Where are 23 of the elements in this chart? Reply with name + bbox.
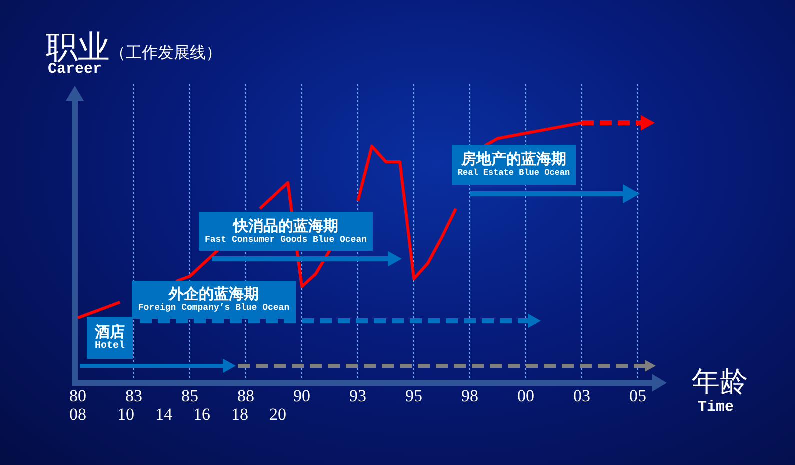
x-axis-title: 年龄 Time	[692, 367, 748, 416]
x-tick-label: 03	[574, 386, 590, 406]
text: 10	[116, 405, 136, 425]
x-tick-label: 00	[518, 386, 534, 406]
text: 14	[154, 405, 174, 425]
text: 20	[268, 405, 288, 425]
x-tick-label: 80	[70, 386, 86, 406]
x-tick-label: 90	[294, 386, 310, 406]
x-tick-label: 93	[350, 386, 366, 406]
x-tick-label: 88	[238, 386, 254, 406]
annotation: 酒店 Hotel	[94, 322, 125, 352]
text: 08	[68, 405, 88, 425]
x-tick-label: 98	[462, 386, 478, 406]
annotation: 快消品的蓝海期 Fast Consumer Goods Blue Ocean	[204, 216, 368, 246]
text: 16	[192, 405, 212, 425]
x-tick-label: 05	[630, 386, 646, 406]
x-tick-label: 95	[406, 386, 422, 406]
x-tick-label: 83	[126, 386, 142, 406]
annotation: 房地产的蓝海期 Real Estate Blue Ocean	[458, 150, 570, 178]
text: 18	[230, 405, 250, 425]
chart-subtitle: （工作发展线）	[110, 43, 222, 64]
annotation: 外企的蓝海期 Foreign Company’s Blue Ocean	[138, 285, 290, 314]
x-tick-label: 85	[182, 386, 198, 406]
